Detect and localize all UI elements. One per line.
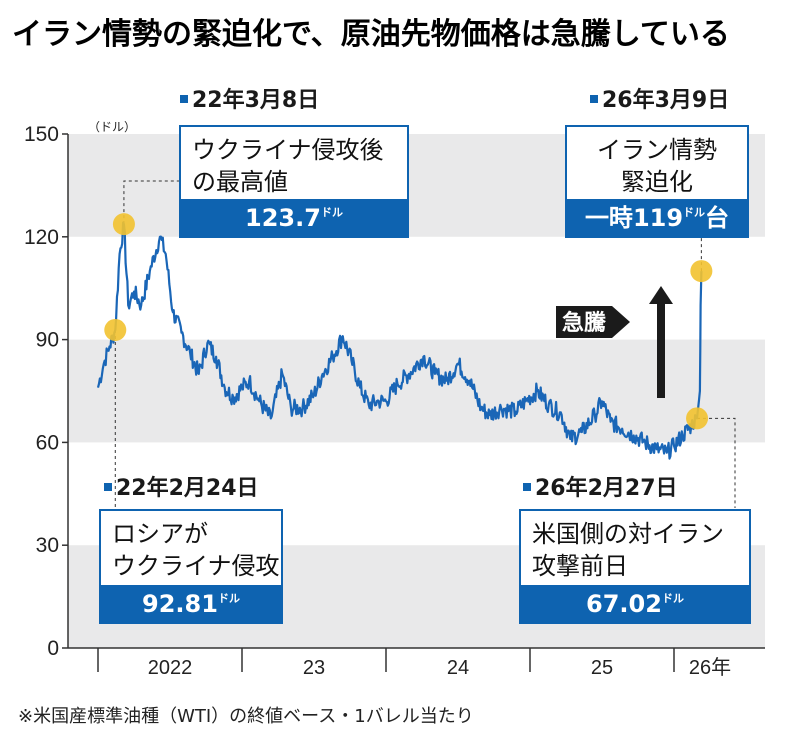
grid-band [68, 339, 765, 443]
point-marker [690, 260, 713, 283]
annotation-value-bar [100, 585, 282, 623]
x-tick-label: 24 [447, 657, 469, 679]
footnote: ※米国産標準油種（WTI）の終値ベース・1バレル当たり [18, 706, 474, 727]
annotation-text: ウクライナ侵攻後 [192, 136, 384, 164]
date-bullet-icon [523, 483, 531, 491]
annotation-date: 26年3月9日 [602, 87, 729, 113]
y-tick-label: 60 [36, 431, 59, 454]
annotation-text: 攻撃前日 [532, 552, 628, 580]
annotation-value: 67.02ドル [586, 590, 684, 618]
annotation-date: 22年3月8日 [192, 87, 319, 113]
annotation-value-bar [180, 199, 408, 237]
annotation-text: 米国側の対イラン [532, 520, 724, 548]
point-marker [112, 213, 135, 236]
x-tick-label: 25 [591, 657, 613, 679]
y-tick-label: 30 [36, 534, 59, 557]
annotation-value: 92.81ドル [142, 590, 240, 618]
surge-arrow-shaft [657, 302, 665, 398]
y-tick-label: 90 [36, 329, 59, 352]
annotation-value-bar [566, 199, 748, 237]
leader-line [123, 180, 180, 225]
annotation-text: ロシアが [112, 520, 208, 548]
leader-line [697, 417, 736, 508]
surge-callout: 急騰 [556, 286, 673, 398]
leader-lines [114, 180, 736, 508]
x-axis: 2022 23 24 25 26年 [68, 647, 765, 679]
series-line [96, 221, 703, 460]
y-tick-label: 0 [47, 637, 59, 660]
annotation-text: ウクライナ侵攻 [112, 552, 280, 580]
x-tick-label: 26年 [689, 656, 731, 679]
annotation-text: 緊迫化 [621, 168, 693, 196]
y-tick-label: 150 [24, 123, 59, 146]
annotation-value-bar [520, 585, 750, 623]
y-axis-unit: （ドル） [88, 120, 136, 134]
x-tick-label: 23 [303, 657, 325, 679]
surge-label: 急騰 [562, 310, 606, 336]
date-bullet-icon [180, 95, 188, 103]
annotation-value: 一時119ドル台 [585, 204, 729, 232]
y-tick-label: 120 [24, 226, 59, 249]
up-arrow-icon [649, 286, 673, 304]
annotation-date: 26年2月27日 [535, 475, 678, 501]
date-bullet-icon [104, 483, 112, 491]
annotation-text: イラン情勢 [597, 136, 717, 164]
point-marker [104, 318, 127, 341]
annotation-date: 22年2月24日 [116, 475, 259, 501]
annotation-value: 123.7ドル [245, 204, 343, 232]
x-tick-label: 2022 [148, 657, 193, 679]
date-bullet-icon [590, 95, 598, 103]
chart-title: イラン情勢の緊迫化で、原油先物価格は急騰している [12, 17, 730, 52]
surge-tag [556, 306, 630, 338]
point-markers [104, 213, 713, 430]
y-axis: 0 30 60 90 120 150 （ドル） [24, 120, 136, 660]
annotation-text: の最高値 [192, 168, 288, 196]
point-marker [686, 407, 709, 430]
